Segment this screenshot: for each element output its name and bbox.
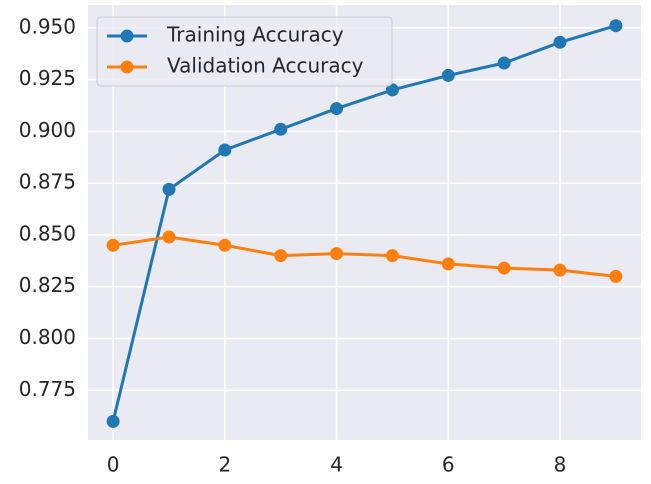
- point: [385, 83, 399, 97]
- point: [218, 143, 232, 157]
- y-tick-label: 0.800: [19, 325, 76, 349]
- point: [106, 414, 120, 428]
- legend: Training Accuracy Validation Accuracy: [96, 16, 393, 87]
- x-tick-label: 6: [442, 453, 455, 477]
- x-tick-label: 4: [330, 453, 343, 477]
- y-tick-label: 0.925: [19, 66, 76, 90]
- point: [441, 257, 455, 271]
- point: [274, 122, 288, 136]
- marks: [106, 19, 623, 428]
- series-line: [111, 24, 617, 422]
- legend-marker: [120, 29, 134, 43]
- legend-marker: [120, 60, 134, 74]
- series-line: [112, 235, 617, 278]
- point: [385, 249, 399, 263]
- point: [553, 35, 567, 49]
- point: [162, 182, 176, 196]
- point: [609, 269, 623, 283]
- point: [609, 19, 623, 33]
- legend-label: Training Accuracy: [166, 23, 344, 47]
- point: [441, 68, 455, 82]
- y-tick-label: 0.850: [19, 221, 76, 245]
- point: [274, 249, 288, 263]
- point: [497, 261, 511, 275]
- y-tick-label: 0.825: [19, 273, 76, 297]
- y-tick-label: 0.775: [19, 377, 76, 401]
- legend-box: [96, 16, 393, 87]
- x-tick-label: 2: [218, 453, 231, 477]
- legend-label: Validation Accuracy: [167, 54, 364, 78]
- y-tick-label: 0.875: [19, 170, 76, 194]
- y-tick-label: 0.950: [19, 14, 76, 38]
- point: [218, 238, 232, 252]
- y-tick-label: 0.900: [19, 118, 76, 142]
- point: [553, 263, 567, 277]
- x-tick-label: 0: [107, 453, 120, 477]
- point: [162, 230, 176, 244]
- point: [106, 238, 120, 252]
- point: [330, 102, 344, 116]
- point: [330, 247, 344, 261]
- x-tick-label: 8: [554, 453, 567, 477]
- point: [497, 56, 511, 70]
